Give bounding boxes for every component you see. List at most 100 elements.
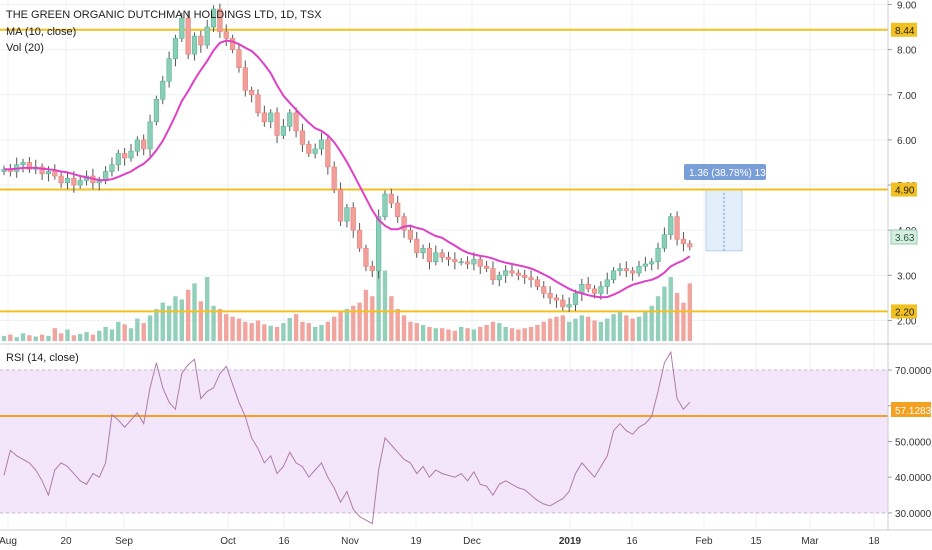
level-labels: 8.44 4.90 2.20 <box>891 22 917 319</box>
candle-body <box>337 189 344 222</box>
candle-body <box>572 293 579 305</box>
candle-body <box>299 130 306 145</box>
volume-bar <box>300 321 305 341</box>
volume-bar <box>281 323 286 341</box>
volume-bar <box>662 286 667 341</box>
candle-body <box>166 58 172 82</box>
volume-bar <box>262 324 267 341</box>
volume-bar <box>268 325 273 341</box>
candle-body <box>350 207 356 231</box>
volume-bar <box>243 321 248 341</box>
volume-bar <box>141 323 146 341</box>
time-tick-label: Mar <box>801 536 819 547</box>
candle-body <box>610 270 617 281</box>
volume-bar <box>370 296 375 341</box>
candle-body <box>198 35 204 46</box>
candle-body <box>452 259 458 263</box>
candle-body <box>668 216 674 235</box>
candle-body <box>388 193 394 204</box>
rsi-value-badge: 57.1283 <box>891 402 932 417</box>
candle-body <box>109 164 115 172</box>
volume-bar <box>376 257 381 341</box>
candle-body <box>503 270 509 276</box>
candle-body <box>553 297 560 301</box>
candle-body <box>585 284 591 290</box>
candle-body <box>172 38 179 59</box>
volume-bar <box>605 318 610 341</box>
candle-body <box>39 166 45 175</box>
candle-body <box>680 238 687 245</box>
candle-body <box>522 275 528 278</box>
time-axis: Aug 20 Sep Oct 16 Nov 19 Dec 2019 16 Feb 15 Mar 18 <box>0 536 880 547</box>
price-tick-label: 2.00 <box>897 316 917 327</box>
price-tick-label: 9.00 <box>897 1 917 12</box>
volume-bar <box>109 329 115 341</box>
volume-bar <box>325 321 331 341</box>
volume-bar <box>287 317 292 341</box>
volume-bar <box>255 320 261 341</box>
candle-body <box>293 112 299 132</box>
volume-bar <box>573 318 578 341</box>
volume-bar <box>306 323 311 341</box>
rsi-band <box>0 370 888 513</box>
volume-bar <box>465 328 470 341</box>
volume-bar <box>14 337 19 341</box>
candlesticks <box>1 3 693 312</box>
volume-bar <box>624 315 629 341</box>
volume-bar <box>630 318 635 341</box>
rsi-tick-label: 30.0000 <box>895 509 932 520</box>
rsi-legend: RSI (14, close) <box>6 352 79 364</box>
volume-bar <box>395 309 400 341</box>
candle-body <box>153 98 160 123</box>
candle-body <box>356 229 363 249</box>
ma-line <box>4 39 691 299</box>
volume-bar <box>205 277 210 341</box>
volume-bar <box>420 325 426 341</box>
time-tick-label: Aug <box>0 536 17 547</box>
volume-bar <box>179 299 184 341</box>
measure-label-text: 1.36 (38.78%) 136 <box>689 168 772 179</box>
volume-bar <box>230 316 235 341</box>
volume-bar <box>668 277 673 341</box>
candle-body <box>445 256 452 260</box>
volume-bar <box>471 329 477 341</box>
candle-body <box>115 153 121 166</box>
ma-legend: MA (10, close) <box>6 26 76 38</box>
volume-bar <box>427 326 432 341</box>
candle-body <box>541 286 547 294</box>
candle-body <box>604 279 610 287</box>
candle-body <box>630 270 636 274</box>
candle-body <box>318 139 325 150</box>
candle-body <box>249 89 255 96</box>
candle-body <box>306 144 312 154</box>
chart-title: THE GREEN ORGANIC DUTCHMAN HOLDINGS LTD,… <box>6 9 322 21</box>
volume-bar <box>97 330 102 341</box>
time-tick-label: 20 <box>60 536 72 547</box>
volume-bar <box>408 321 413 341</box>
volume-bar <box>1 335 7 341</box>
rsi-line <box>3 350 691 525</box>
price-tick-label: 6.00 <box>897 136 917 147</box>
volume-bar <box>8 334 13 341</box>
volume-bar <box>414 323 419 341</box>
volume-bar <box>338 311 343 341</box>
volume-bar <box>39 334 45 341</box>
candle-body <box>236 49 242 68</box>
rsi-band-borders <box>0 369 888 514</box>
volume-bar <box>560 315 565 341</box>
volume-bar <box>198 301 204 341</box>
candle-body <box>433 252 439 263</box>
candle-body <box>439 252 445 258</box>
candle-body <box>325 139 331 168</box>
candle-body <box>179 17 185 39</box>
candle-body <box>477 259 483 267</box>
candle-body <box>52 171 58 177</box>
volume-bar <box>611 314 616 341</box>
volume-bar <box>116 321 121 341</box>
candle-body <box>268 112 274 123</box>
price-level-lines <box>0 28 888 313</box>
candle-body <box>471 259 477 265</box>
volume-bar <box>598 321 604 341</box>
candle-body <box>617 268 623 272</box>
candle-body <box>464 261 471 265</box>
